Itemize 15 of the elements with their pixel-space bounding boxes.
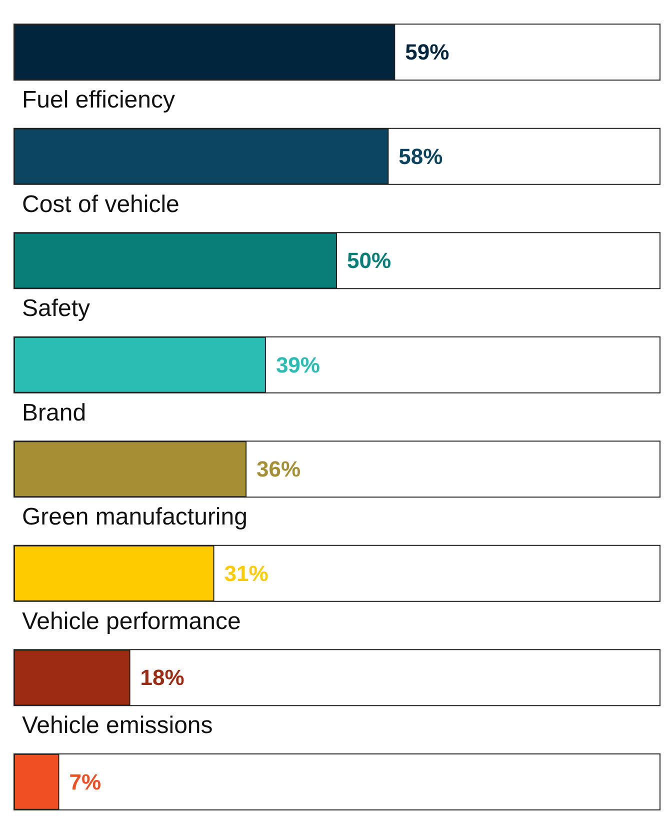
data-label: 59%	[405, 40, 450, 65]
data-label: 58%	[398, 144, 443, 169]
y-tick-label: Vehicle emissions	[22, 712, 213, 740]
data-label: 36%	[256, 456, 301, 482]
y-tick-label: Vehicle performance	[22, 608, 241, 635]
data-label: 7%	[69, 769, 102, 794]
y-tick-label: Green manufacturing	[22, 504, 248, 531]
data-label: 31%	[224, 560, 268, 586]
y-tick-label: Safety	[22, 295, 90, 322]
y-tick-label: Cost of vehicle	[22, 190, 180, 218]
y-tick-label: Brand	[22, 399, 86, 426]
data-label: 18%	[140, 665, 184, 690]
data-label: 50%	[347, 248, 392, 274]
data-label: 39%	[276, 352, 320, 378]
y-tick-label: Fuel efficiency	[22, 86, 175, 114]
